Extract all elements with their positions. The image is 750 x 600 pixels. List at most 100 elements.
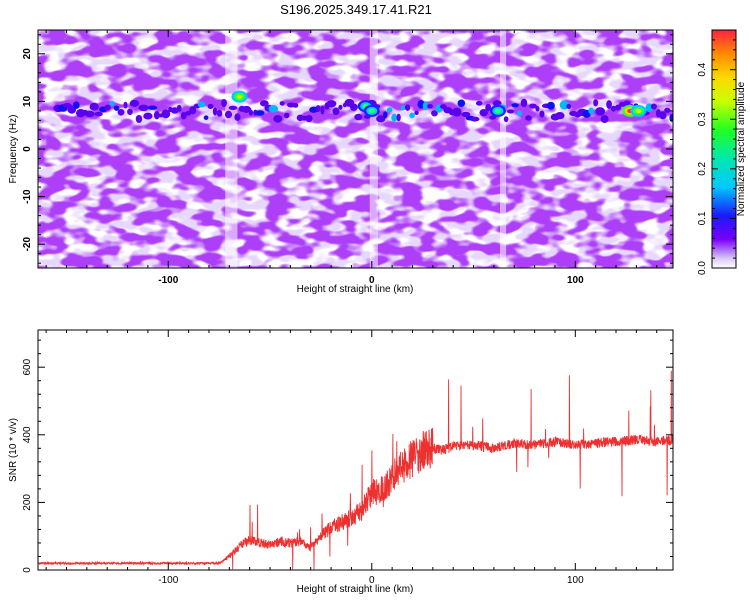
ridge-blob: [506, 109, 515, 114]
ridge-blob: [588, 107, 595, 115]
ridge-blob: [189, 106, 197, 115]
ridge-blob: [255, 110, 265, 116]
ridge-blob: [332, 107, 340, 116]
heatmap-y-tick-label: -20: [22, 237, 33, 252]
ridge-blob: [180, 111, 187, 120]
ridge-blob: [595, 107, 606, 116]
line-y-tick-label: 200: [22, 494, 33, 511]
hotspot-core: [494, 108, 501, 114]
heatmap-x-tick-label: -100: [158, 275, 178, 286]
line-y-tick-label: 0: [22, 567, 33, 573]
ridge-blob: [176, 104, 182, 112]
ridge-blob: [241, 105, 252, 113]
ridge-blob: [113, 105, 120, 111]
ridge-blob: [135, 115, 143, 124]
snr-series-line: [38, 370, 673, 570]
ridge-blob: [117, 108, 125, 116]
ridge-blob: [273, 115, 283, 123]
ridge-blob: [259, 100, 269, 107]
ridge-blob: [470, 116, 480, 122]
ridge-blob: [382, 111, 388, 119]
heatmap-x-tick-label: 0: [369, 275, 375, 286]
ridge-blob: [326, 100, 337, 108]
hotspot-core: [635, 108, 642, 114]
ridge-blob: [427, 103, 433, 109]
ridge-blob: [138, 104, 149, 112]
ridge-blob: [623, 100, 631, 106]
ridge-blob: [72, 101, 80, 110]
line-y-tick-label: 400: [22, 426, 33, 443]
colorbar-tick-label: 0.2: [697, 161, 708, 175]
ridge-blob: [292, 103, 299, 108]
ridge-blob: [664, 107, 671, 113]
ridge-blob: [479, 109, 488, 117]
ridge-blob: [396, 113, 401, 122]
colorbar-tick-label: 0.3: [697, 112, 708, 126]
ridge-blob: [535, 105, 540, 112]
ridge-blob: [207, 103, 214, 109]
heatmap-y-tick-label: -10: [22, 189, 33, 204]
ridge-blob: [414, 110, 419, 115]
ridge-blob: [461, 111, 471, 118]
ridge-blob: [221, 98, 227, 108]
heatmap-y-axis-label: Frequency (Hz): [8, 115, 19, 184]
colorbar-gradient: [711, 29, 737, 269]
ridge-blob: [422, 101, 429, 111]
heatmap-noise-dark: [38, 30, 673, 268]
ridge-blob: [354, 113, 363, 121]
ridge-blob: [283, 112, 290, 119]
ridge-blob: [517, 110, 522, 117]
heatmap-y-tick-label: 0: [22, 146, 33, 152]
line-x-tick-label: -100: [158, 575, 178, 586]
snr-line-chart: -100 0 100 0 200 400 600 Height of straight li…: [8, 329, 674, 595]
ridge-blob: [143, 112, 153, 120]
heatmap-y-tick-label: 10: [22, 95, 33, 107]
heatmap-gap-band: [500, 30, 507, 268]
ridge-blob: [404, 104, 411, 111]
ridge-blob: [452, 107, 462, 117]
ridge-blob: [555, 111, 565, 120]
heatmap-gap-band: [369, 30, 378, 268]
colorbar: 0.0 0.1 0.2 0.3 0.4 Normalized spectral ampl…: [697, 29, 747, 275]
line-x-tick-label: 100: [567, 575, 584, 586]
ridge-blob: [529, 103, 537, 109]
heatmap-y-tick-label: 20: [22, 48, 33, 60]
page-title: S196.2025.349.17.41.R21: [280, 2, 432, 17]
colorbar-label: Normalized spectral amplitude: [736, 81, 747, 216]
colorbar-tick-label: 0.4: [697, 62, 708, 76]
ridge-blob: [153, 111, 160, 120]
ridge-blob: [89, 102, 99, 111]
ridge-blob: [349, 103, 358, 111]
ridge-blob: [457, 99, 466, 108]
ridge-blob: [659, 111, 667, 120]
ridge-blob: [228, 105, 238, 110]
heatmap-x-tick-label: 100: [567, 275, 584, 286]
ridge-blob: [650, 103, 657, 110]
colorbar-tick-label: 0.0: [697, 261, 708, 275]
ridge-blob: [485, 103, 492, 112]
ridge-blob: [475, 100, 483, 106]
ridge-blob: [489, 115, 497, 120]
colorbar-tick-label: 0.1: [697, 211, 708, 225]
ridge-blob: [610, 105, 617, 112]
ridge-blob: [248, 109, 254, 116]
ridge-blob: [417, 99, 425, 109]
ridge-blob: [212, 107, 218, 116]
ridge-blob: [203, 115, 209, 120]
ridge-blob: [669, 113, 673, 122]
ridge-blob: [409, 112, 415, 119]
ridge-blob: [386, 107, 393, 113]
ridge-blob: [546, 101, 555, 110]
ridge-blob: [520, 98, 528, 108]
ridge-blob: [539, 110, 545, 118]
ridge-blob: [268, 104, 279, 113]
ridge-blob: [147, 105, 158, 110]
ridge-blob: [84, 110, 95, 118]
hotspot-core: [236, 94, 243, 99]
ridge-blob: [593, 99, 599, 107]
ridge-blob: [320, 105, 325, 115]
ridge-blob: [376, 115, 386, 123]
ridge-blob: [197, 101, 206, 108]
line-chart-frame: [37, 329, 674, 571]
